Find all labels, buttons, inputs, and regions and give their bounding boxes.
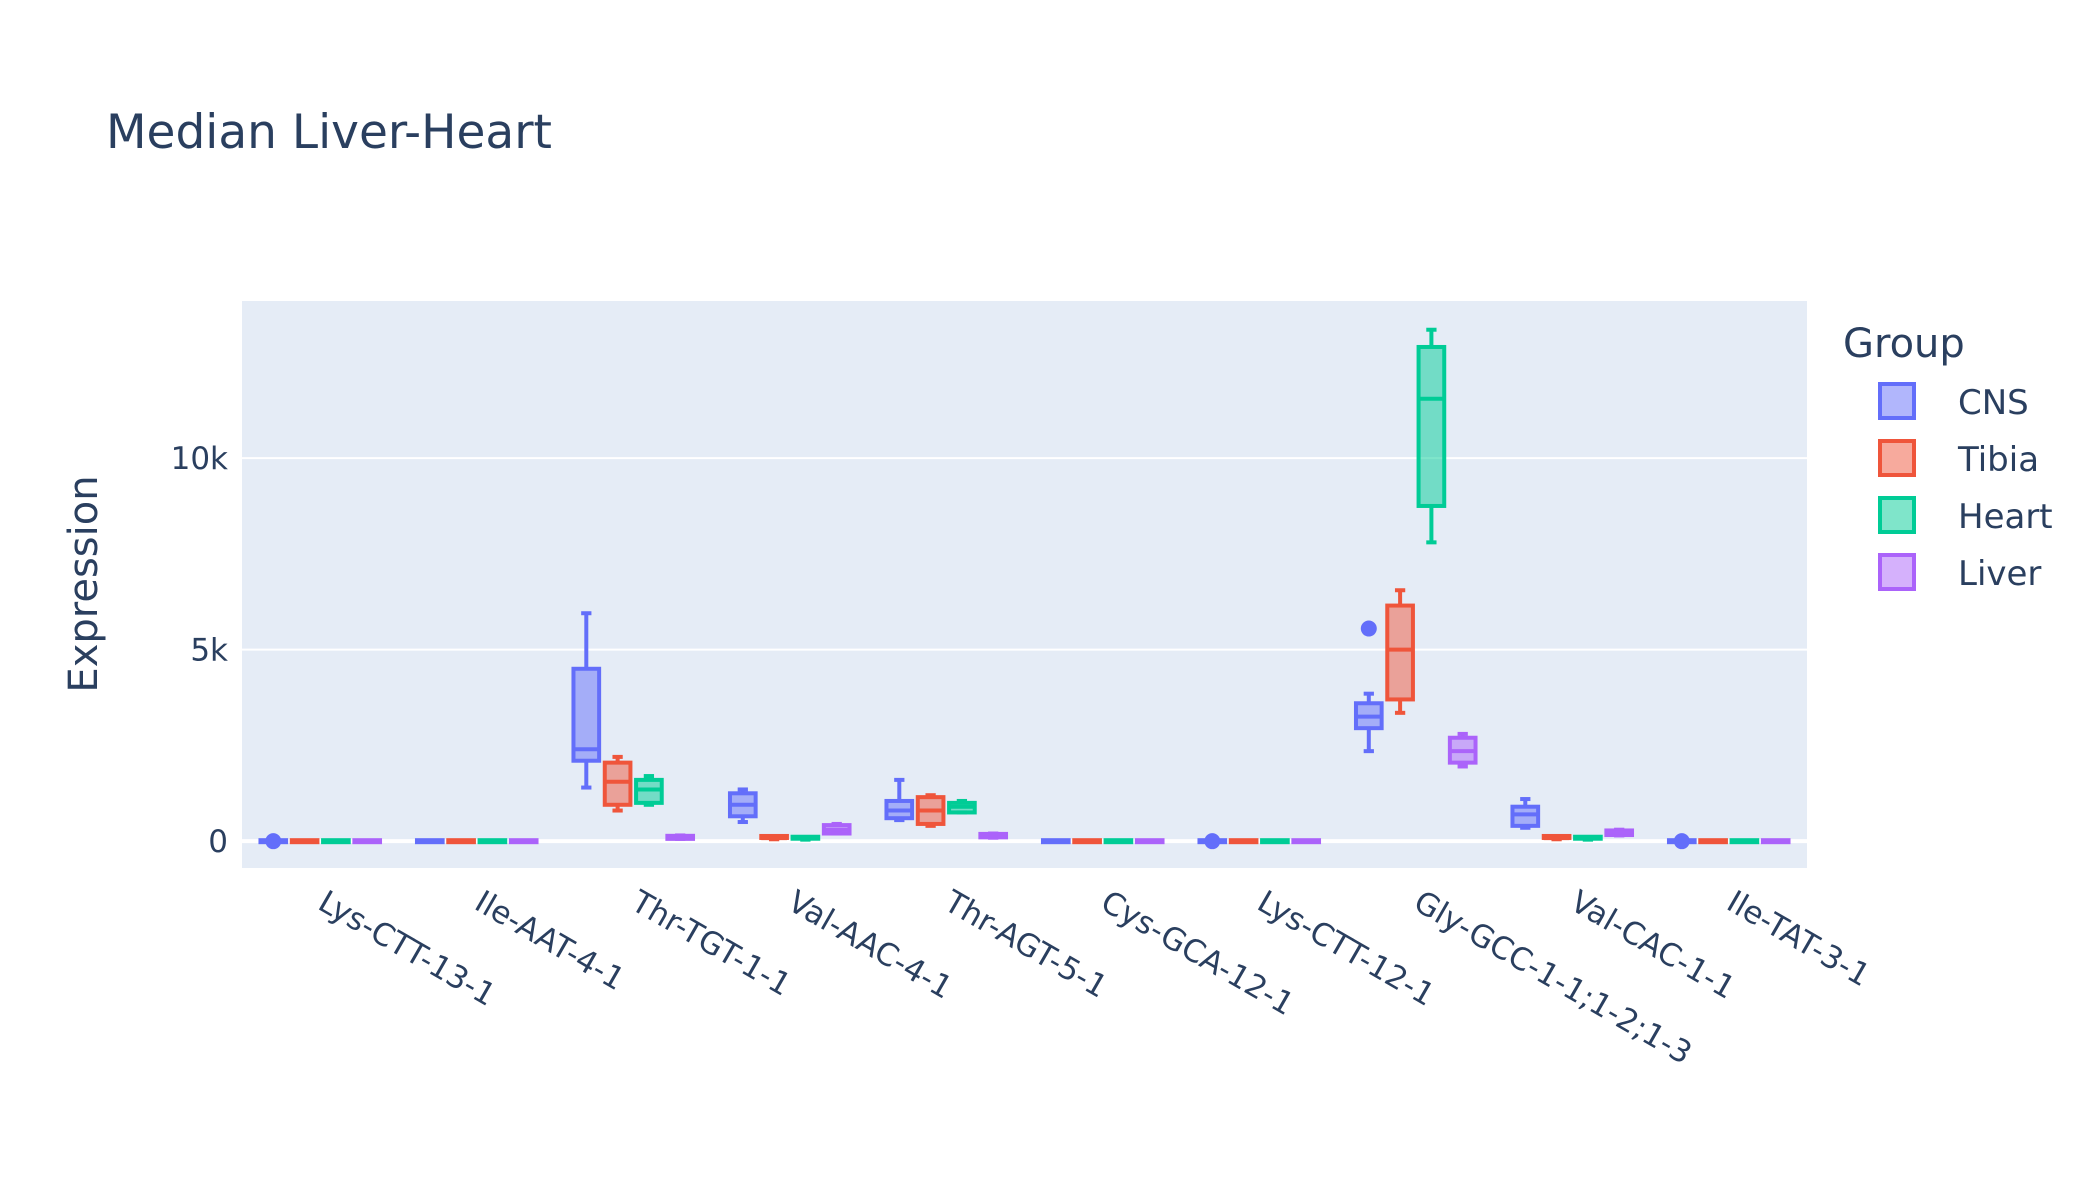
box-body	[1416, 344, 1447, 508]
box-heart-ile-tat-3-1	[1729, 838, 1760, 845]
box-heart-gly-gcc-1-1-1-2-1-3	[1416, 327, 1447, 545]
box-body	[571, 666, 602, 763]
box-cns-ile-tat-3-1	[1666, 833, 1697, 850]
box-heart-val-cac-1-1	[1573, 834, 1603, 842]
legend-swatch	[1878, 553, 1916, 591]
box-heart-ile-aat-4-1	[477, 838, 508, 845]
box-tibia-thr-tgt-1-1	[602, 754, 633, 813]
outlier-point	[1204, 833, 1221, 850]
legend-item-heart[interactable]: Heart	[1878, 496, 2053, 537]
box-heart-lys-ctt-12-1	[1260, 838, 1290, 845]
x-tick-label: Ile-TAT-3-1	[1721, 884, 1876, 994]
box-cns-val-cac-1-1	[1510, 797, 1541, 830]
box-liver-cys-gca-12-1	[1134, 838, 1165, 845]
box-cns-lys-ctt-13-1	[258, 833, 289, 850]
outlier-point	[1360, 620, 1377, 637]
box-liver-ile-tat-3-1	[1760, 838, 1791, 845]
box-cns-cys-gca-12-1	[1040, 838, 1071, 845]
x-tick-label: Thr-TGT-1-1	[624, 883, 797, 1003]
box-tibia-gly-gcc-1-1-1-2-1-3	[1385, 588, 1415, 715]
box-heart-thr-tgt-1-1	[634, 774, 664, 807]
box-liver-gly-gcc-1-1-1-2-1-3	[1447, 731, 1478, 769]
box-heart-cys-gca-12-1	[1103, 838, 1134, 845]
legend-swatch	[1878, 382, 1916, 420]
legend-item-liver[interactable]: Liver	[1878, 553, 2041, 594]
y-axis-ticks: 0 5k 10k	[171, 441, 228, 860]
box-cns-gly-gcc-1-1-1-2-1-3	[1353, 620, 1384, 754]
box-tibia-lys-ctt-12-1	[1228, 838, 1259, 845]
box-cns-lys-ctt-12-1	[1197, 833, 1228, 850]
plot-background	[242, 301, 1807, 868]
box-tibia-cys-gca-12-1	[1072, 838, 1102, 845]
legend-label: Heart	[1958, 497, 2053, 537]
box-tibia-lys-ctt-13-1	[289, 838, 320, 845]
outlier-point	[265, 833, 282, 850]
y-tick-label: 0	[208, 824, 228, 860]
box-liver-val-aac-4-1	[821, 821, 852, 836]
legend[interactable]: Group CNS Tibia Heart Liver	[1843, 321, 2053, 594]
x-tick-label: Thr-AGT-5-1	[937, 883, 1113, 1005]
y-axis-title: Expression	[61, 475, 107, 692]
x-tick-label: Lys-CTT-13-1	[312, 884, 501, 1014]
box-liver-thr-tgt-1-1	[665, 833, 696, 841]
x-axis-ticks: Lys-CTT-13-1Ile-AAT-4-1Thr-TGT-1-1Val-AA…	[312, 883, 1876, 1072]
box-liver-lys-ctt-12-1	[1291, 838, 1322, 845]
box-liver-ile-aat-4-1	[508, 838, 539, 845]
x-tick-label: Gly-GCC-1-1;1-2;1-3	[1408, 884, 1698, 1072]
legend-swatch	[1878, 496, 1916, 534]
legend-label: Tibia	[1957, 440, 2039, 480]
box-liver-val-cac-1-1	[1604, 827, 1635, 838]
box-cns-thr-tgt-1-1	[571, 611, 602, 790]
box-heart-lys-ctt-13-1	[321, 838, 351, 845]
outlier-point	[1673, 833, 1690, 850]
legend-item-tibia[interactable]: Tibia	[1878, 439, 2039, 480]
box-body	[1385, 603, 1415, 702]
box-tibia-ile-tat-3-1	[1698, 838, 1728, 845]
legend-label: Liver	[1958, 554, 2041, 594]
box-tibia-ile-aat-4-1	[446, 838, 476, 845]
box-tibia-thr-agt-5-1	[915, 793, 946, 828]
box-heart-thr-agt-5-1	[947, 798, 977, 815]
legend-item-cns[interactable]: CNS	[1878, 382, 2029, 423]
legend-label: CNS	[1958, 383, 2029, 423]
box-tibia-val-cac-1-1	[1541, 833, 1572, 842]
box-liver-thr-agt-5-1	[978, 831, 1009, 840]
box-cns-ile-aat-4-1	[414, 838, 445, 845]
x-tick-label: Val-AAC-4-1	[782, 884, 959, 1007]
box-cns-thr-agt-5-1	[884, 777, 915, 823]
legend-title: Group	[1843, 321, 1965, 367]
box-tibia-val-aac-4-1	[759, 833, 789, 842]
box-marks	[258, 327, 1791, 850]
legend-swatch	[1878, 439, 1916, 477]
box-liver-lys-ctt-13-1	[352, 838, 383, 845]
y-tick-label: 10k	[171, 441, 228, 477]
y-tick-label: 5k	[190, 633, 228, 669]
chart-title: Median Liver-Heart	[106, 105, 552, 160]
box-cns-val-aac-4-1	[727, 787, 758, 825]
box-heart-val-aac-4-1	[790, 834, 821, 842]
